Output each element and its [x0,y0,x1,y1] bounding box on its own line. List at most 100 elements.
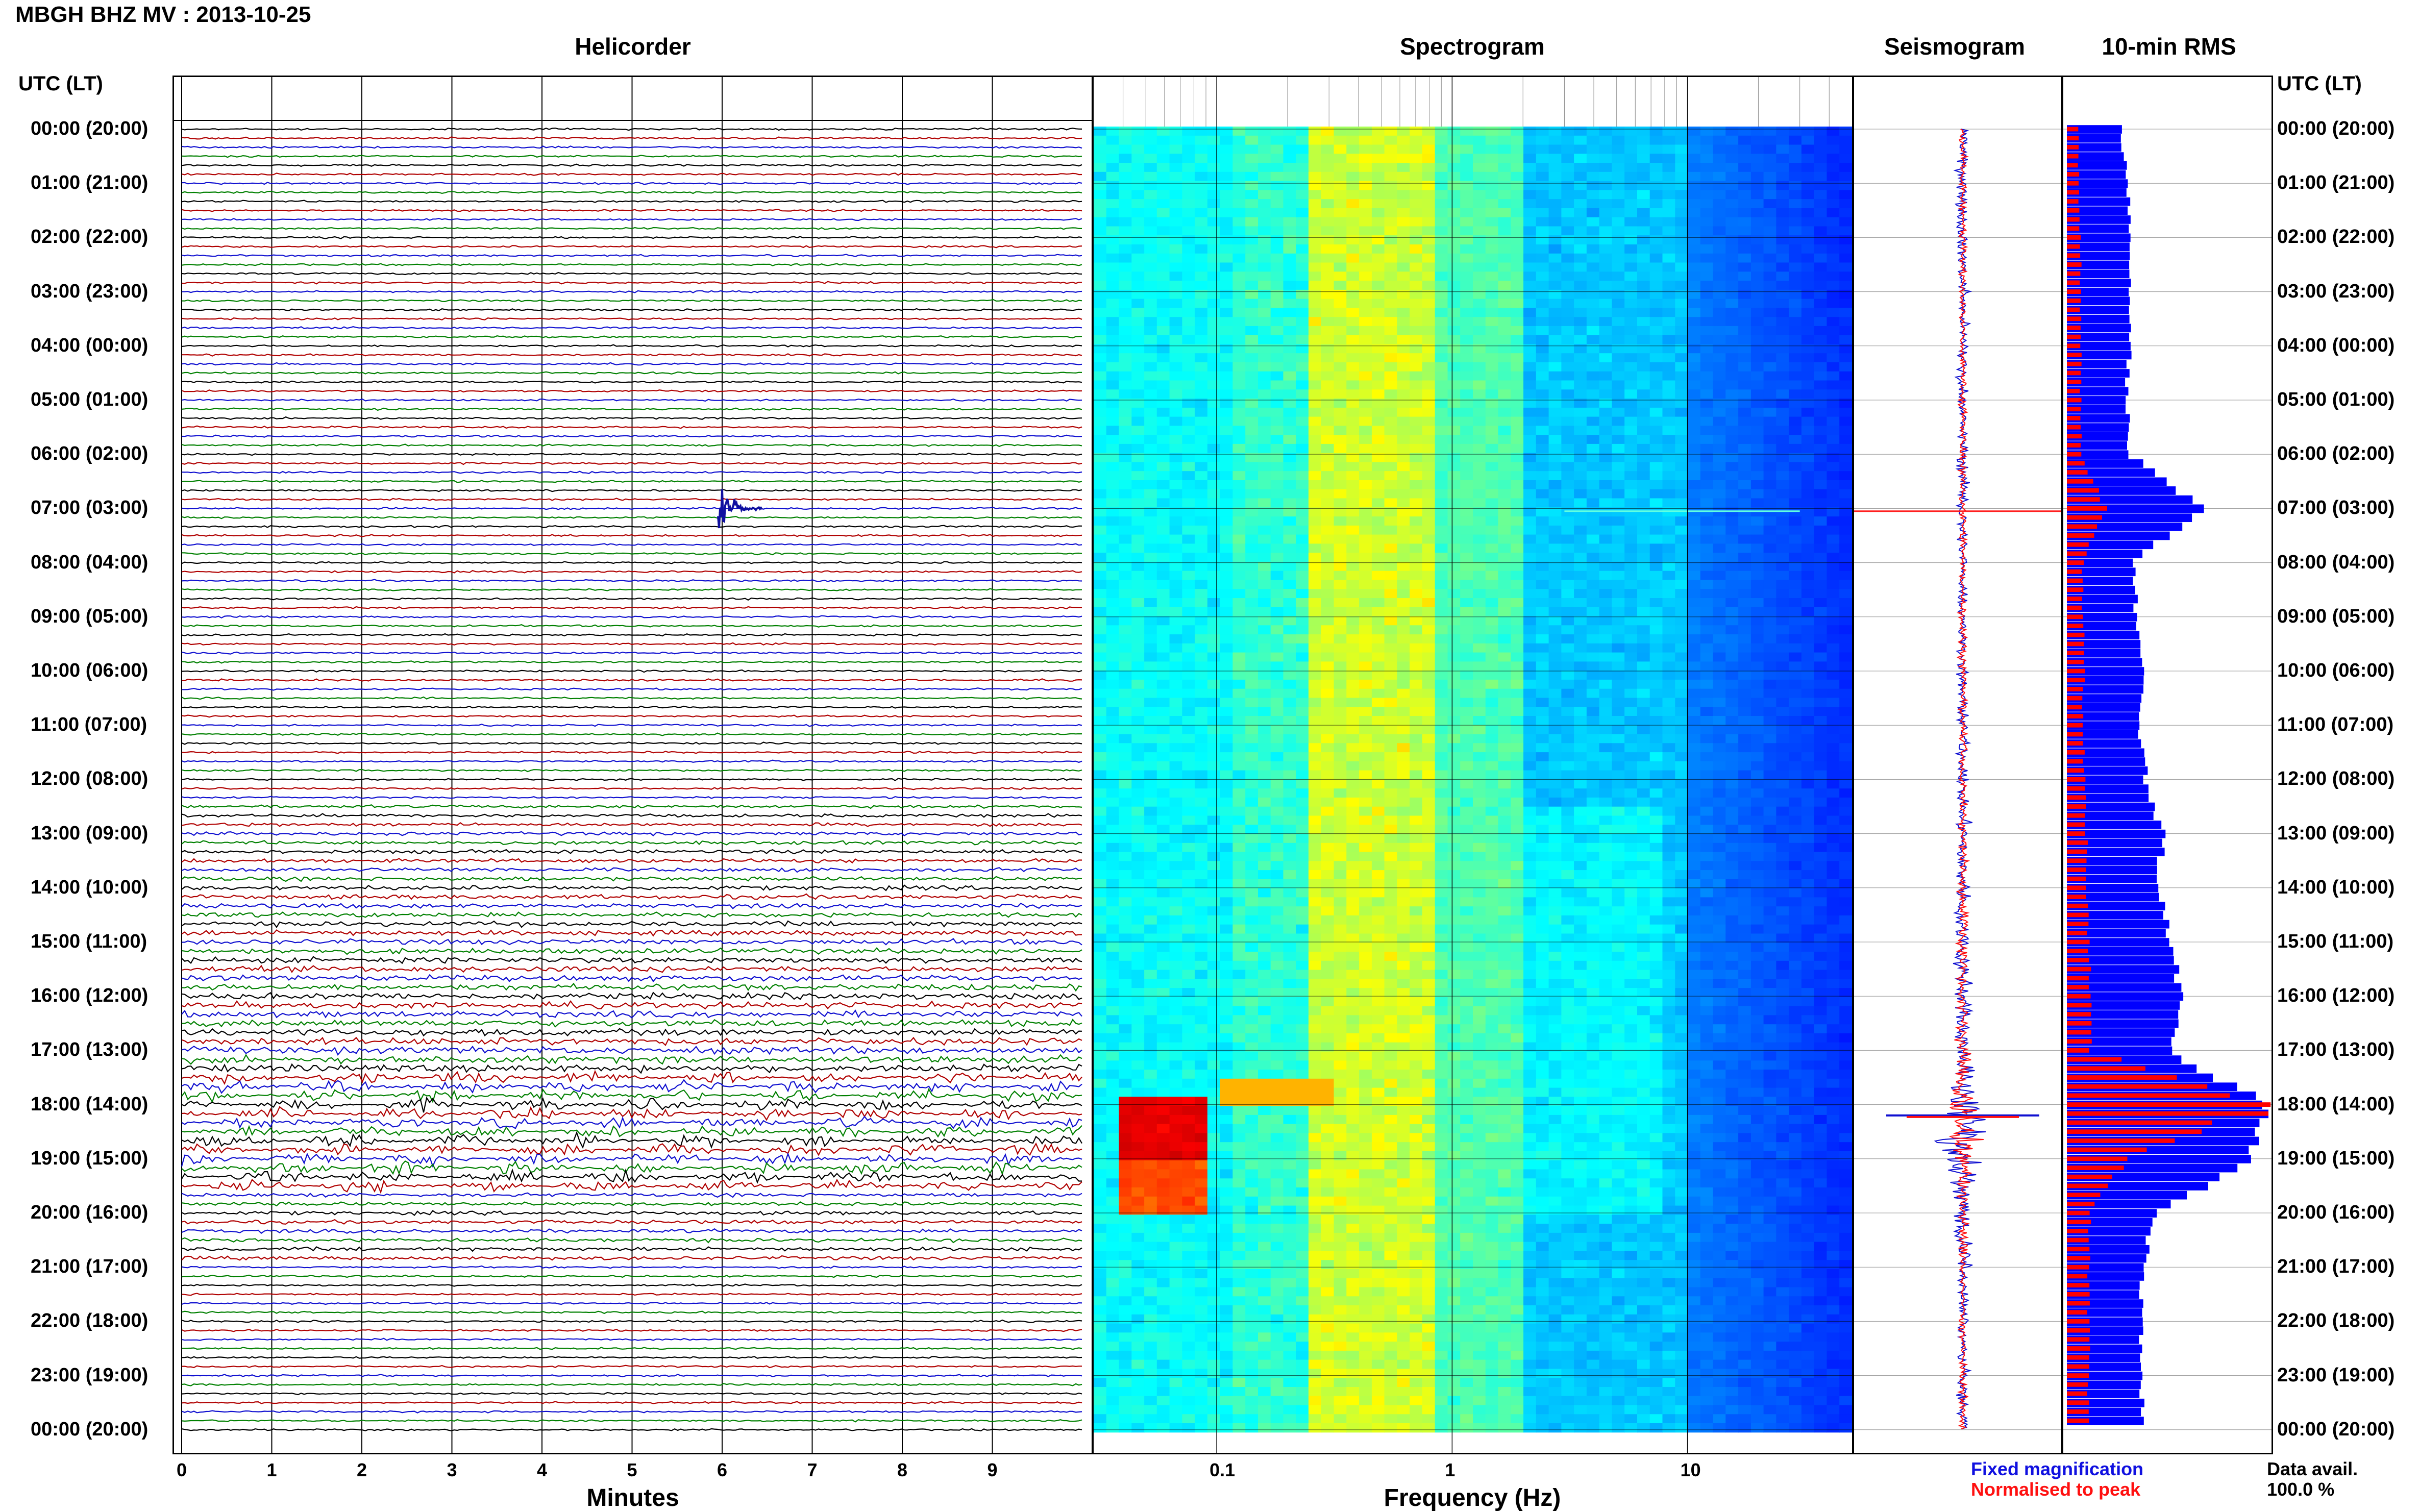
spectrogram-cell [1460,163,1473,172]
spectrogram-cell [1839,217,1852,227]
spectrogram-cell [1776,380,1789,390]
spectrogram-cell [1750,190,1764,200]
spectrogram-cell [1561,616,1574,626]
spectrogram-cell [1296,688,1309,698]
spectrogram-cell [1119,253,1132,263]
spectrogram-cell [1220,725,1233,735]
spectrogram-cell [1422,743,1436,753]
spectrogram-cell [1700,770,1714,780]
helicorder-trace [181,254,1082,257]
spectrogram-cell [1536,797,1549,807]
spectrogram-cell [1094,561,1107,572]
spectrogram-cell [1258,271,1271,281]
spectrogram-cell [1207,543,1221,553]
spectrogram-cell [1384,616,1397,626]
helicorder-trace [181,1178,1082,1195]
spectrogram-cell [1801,661,1815,671]
spectrogram-cell [1460,507,1473,517]
spectrogram-cell [1789,788,1802,798]
spectrogram-cell [1801,679,1815,689]
spectrogram-cell [1321,679,1335,689]
spectrogram-cell [1195,399,1208,408]
spectrogram-cell [1359,707,1372,716]
spectrogram-cell [1498,489,1511,499]
spectrogram-cell [1548,842,1562,853]
spectrogram-cell [1586,371,1600,381]
spectrogram-cell [1232,326,1246,336]
spectrogram-cell [1700,825,1714,834]
spectrogram-cell [1384,834,1397,844]
spectrogram-cell [1245,144,1258,154]
spectrogram-cell [1410,553,1423,562]
spectrogram-cell [1536,144,1549,154]
spectrogram-cell [1447,698,1461,707]
spectrogram-cell [1397,443,1410,454]
spectrogram-cell [1334,652,1347,662]
spectrogram-cell [1232,489,1246,499]
helicorder-trace [181,371,1082,375]
spectrogram-cell [1599,353,1612,363]
spectrogram-cell [1321,199,1335,209]
spectrogram-cell [1688,679,1701,689]
spectrogram-cell [1700,779,1714,789]
spectrogram-cell [1485,534,1499,544]
spectrogram-cell [1359,362,1372,372]
spectrogram-cell [1435,471,1448,481]
spectrogram-cell [1738,171,1751,182]
helicorder-trace [181,651,1082,655]
spectrogram-cell [1435,281,1448,290]
spectrogram-cell [1309,253,1322,263]
spectrogram-cell [1523,625,1537,635]
spectrogram-cell [1232,462,1246,472]
spectrogram-cell [1473,743,1486,753]
helicorder-trace [181,822,1082,827]
helicorder-trace [181,1116,1082,1129]
spectrogram-cell [1397,788,1410,798]
spectrogram-cell [1511,426,1524,435]
spectrogram-cell [1473,353,1486,363]
spectrogram-cell [1258,516,1271,526]
spectrogram-cell [1258,435,1271,444]
spectrogram-cell [1662,262,1675,272]
spectrogram-cell [1586,825,1600,834]
spectrogram-cell [1536,317,1549,327]
spectrogram-cell [1258,543,1271,553]
spectrogram-cell [1144,344,1157,354]
spectrogram-cell [1586,253,1600,263]
helicorder-trace [181,1293,1082,1296]
spectrogram-cell [1321,326,1335,336]
spectrogram-cell [1536,806,1549,816]
spectrogram-cell [1649,317,1663,327]
spectrogram-cell [1422,489,1436,499]
spectrogram-cell [1207,271,1221,281]
spectrogram-cell [1220,190,1233,200]
spectrogram-cell [1536,416,1549,426]
spectrogram-cell [1371,553,1385,562]
spectrogram-cell [1801,806,1815,816]
spectrogram-cell [1750,598,1764,608]
spectrogram-cell [1637,725,1650,735]
spectrogram-cell [1688,761,1701,771]
spectrogram-cell [1195,353,1208,363]
spectrogram-cell [1624,716,1638,726]
spectrogram-cell [1624,543,1638,553]
spectrogram-cell [1182,698,1195,707]
spectrogram-cell [1675,235,1688,245]
spectrogram-cell [1574,707,1587,716]
spectrogram-cell [1725,607,1739,617]
spectrogram-cell [1119,779,1132,789]
spectrogram-cell [1511,788,1524,798]
spectrogram-cell [1460,743,1473,753]
spectrogram-cell [1750,679,1764,689]
spectrogram-cell [1195,163,1208,172]
spectrogram-cell [1750,144,1764,154]
spectrogram-cell [1422,362,1436,372]
spectrogram-cell [1586,435,1600,444]
spectrogram-cell [1725,598,1739,608]
spectrogram-cell [1245,661,1258,671]
spectrogram-cell [1763,308,1776,317]
spectrogram-cell [1763,580,1776,589]
spectrogram-cell [1738,516,1751,526]
spectrogram-cell [1156,643,1170,653]
spectrogram-cell [1397,852,1410,861]
